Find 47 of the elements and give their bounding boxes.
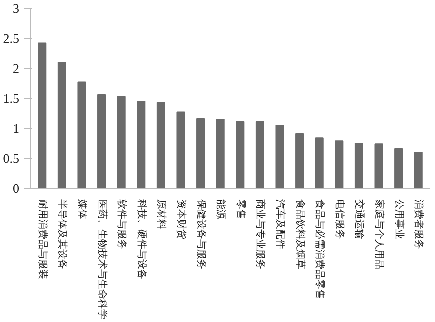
- y-tick-label: 0: [13, 181, 20, 196]
- x-tick-label: 能源: [215, 200, 228, 220]
- x-tick-label: 食品饮料及烟草: [294, 200, 306, 270]
- bar: [236, 121, 245, 188]
- x-tick-label: 半导体及其设备: [56, 200, 69, 270]
- bar: [196, 118, 206, 188]
- bar: [354, 143, 364, 188]
- x-tick-label: 零售: [234, 200, 247, 220]
- x-tick-label: 食品与必需消费品零售: [314, 200, 326, 300]
- x-tick-label: 保健设备与服务: [195, 200, 208, 270]
- y-tick-label: 1.5: [3, 91, 20, 106]
- x-tick-label: 消费者服务: [413, 200, 426, 250]
- x-tick-label: 科技、硬件与设备: [136, 200, 148, 280]
- bar: [296, 133, 304, 188]
- x-tick-label: 医药、生物技术与生命科学: [96, 200, 108, 320]
- bar: [98, 94, 106, 188]
- bar: [78, 82, 86, 188]
- bar: [38, 42, 47, 188]
- bar: [315, 138, 324, 188]
- bar: [176, 112, 186, 188]
- x-tick-label: 原材料: [156, 200, 168, 230]
- x-tick-label: 商业与专业服务: [254, 200, 267, 270]
- x-tick-label: 媒体: [76, 200, 88, 220]
- bar: [414, 152, 423, 188]
- y-tick-label: 3: [13, 1, 20, 16]
- bar: [137, 101, 146, 188]
- bar: [276, 125, 284, 188]
- x-tick-label: 软件与服务: [116, 200, 128, 250]
- bar: [117, 96, 126, 188]
- y-tick-label: 2.5: [3, 31, 20, 46]
- x-tick-label: 耐用消费品与服装: [36, 200, 49, 280]
- bar: [58, 62, 66, 188]
- x-tick-label: 家庭与个人用品: [374, 200, 386, 270]
- x-tick-label: 资本财货: [175, 200, 188, 240]
- bar: [256, 121, 264, 188]
- x-tick-label: 汽车及配件: [274, 200, 287, 250]
- y-tick-label: 2: [13, 61, 20, 76]
- x-tick-label: 交通运输: [354, 200, 366, 240]
- bar: [216, 119, 225, 188]
- bar: [374, 144, 384, 188]
- x-tick-label: 电信服务: [334, 200, 346, 240]
- bar: [394, 148, 404, 188]
- y-tick-label: 0.5: [3, 151, 20, 166]
- bar: [156, 102, 166, 188]
- bar: [335, 140, 344, 188]
- x-tick-label: 公用事业: [393, 200, 406, 240]
- y-tick-label: 1: [13, 121, 20, 136]
